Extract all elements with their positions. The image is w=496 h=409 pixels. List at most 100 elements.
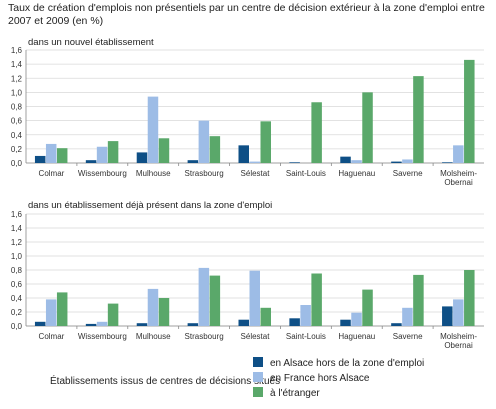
legend-swatch-france bbox=[253, 372, 263, 382]
panel-0-ytick-7: 1,4 bbox=[11, 60, 23, 69]
panel-1-ytick-3: 0,6 bbox=[11, 280, 23, 289]
panel-0-ytick-1: 0,2 bbox=[11, 145, 23, 154]
panel-1-bar-7-2 bbox=[413, 274, 424, 326]
panel-1-ytick-8: 1,6 bbox=[11, 210, 23, 219]
panel-0-category-label-5: Saint-Louis bbox=[286, 169, 326, 178]
panel-1-ytick-1: 0,2 bbox=[11, 308, 23, 317]
panel-0-ytick-4: 0,8 bbox=[11, 103, 23, 112]
panel-0-bar-2-1 bbox=[147, 96, 159, 163]
panel-1-bar-2-2 bbox=[158, 298, 170, 326]
panel-1-bar-4-1 bbox=[249, 270, 260, 326]
panel-1-bar-6-2 bbox=[362, 289, 373, 326]
legend-label-alsace: en Alsace hors de la zone d'emploi bbox=[270, 358, 425, 369]
panel-1-bar-5-1 bbox=[300, 305, 311, 326]
panel-1-ytick-4: 0,8 bbox=[11, 266, 23, 275]
panel-1-category-label-3: Strasbourg bbox=[185, 332, 224, 341]
panel-1-bar-8-1 bbox=[453, 299, 464, 326]
panel-1-ytick-7: 1,4 bbox=[11, 224, 23, 233]
panel-0-category-label-1: Wissembourg bbox=[78, 169, 127, 178]
panel-0-bar-1-1 bbox=[96, 146, 108, 163]
panel-0-bar-1-2 bbox=[107, 141, 119, 163]
legend: en Alsace hors de la zone d'emploi en Fr… bbox=[253, 357, 424, 402]
panel-1-bar-4-0 bbox=[238, 319, 249, 326]
panel-1-bar-1-2 bbox=[107, 303, 119, 326]
panel-1-bar-3-1 bbox=[198, 267, 210, 326]
panel-1-bar-0-0 bbox=[34, 321, 46, 326]
panel-1-bar-6-1 bbox=[351, 312, 362, 326]
panel-1-bar-4-2 bbox=[260, 307, 271, 326]
panel-0-bar-3-0 bbox=[187, 160, 199, 163]
panel-1-category-label-6: Haguenau bbox=[338, 332, 375, 341]
panel-1-bar-3-0 bbox=[187, 323, 199, 326]
panel-0-category-label-8-line-0: Molsheim- bbox=[440, 169, 477, 178]
panel-0-bar-7-1 bbox=[402, 159, 413, 163]
panel-0-bar-2-0 bbox=[136, 152, 148, 163]
panel-0-category-label-8-line-1: Obernai bbox=[444, 178, 473, 187]
panel-1-bar-0-1 bbox=[45, 299, 57, 326]
panel-0-bar-5-0 bbox=[289, 162, 300, 163]
panel-0-bar-2-2 bbox=[158, 138, 170, 163]
panel-0-ytick-2: 0,4 bbox=[11, 131, 23, 140]
legend-label-france: en France hors Alsace bbox=[270, 373, 370, 384]
panel-0-bar-4-2 bbox=[260, 121, 271, 163]
panel-1-ytick-6: 1,2 bbox=[11, 238, 23, 247]
legend-item-alsace: en Alsace hors de la zone d'emploi bbox=[253, 357, 424, 372]
panel-0-bar-8-0 bbox=[442, 162, 453, 163]
panel-0-bar-3-2 bbox=[209, 136, 221, 163]
panel-1-bar-7-1 bbox=[402, 307, 413, 326]
panel-1-category-label-8-line-1: Obernai bbox=[444, 341, 473, 350]
panel-1-bar-3-2 bbox=[209, 275, 221, 326]
panel-0-ytick-0: 0,0 bbox=[11, 159, 23, 168]
legend-label-etranger: à l'étranger bbox=[270, 388, 320, 399]
panel-0-bar-0-2 bbox=[56, 148, 68, 163]
panel-0-ytick-3: 0,6 bbox=[11, 117, 23, 126]
panel-1-category-label-5: Saint-Louis bbox=[286, 332, 326, 341]
panel-1-category-label-2: Mulhouse bbox=[136, 332, 171, 341]
legend-swatch-etranger bbox=[253, 387, 263, 397]
panel-0-bar-1-0 bbox=[85, 160, 97, 163]
panel-0-bar-4-1 bbox=[249, 161, 260, 163]
legend-item-etranger: à l'étranger bbox=[253, 387, 424, 402]
panel-0-ytick-8: 1,6 bbox=[11, 46, 23, 55]
panel-0-bar-6-2 bbox=[362, 92, 373, 163]
panel-1-bar-2-1 bbox=[147, 288, 159, 326]
panel-1-bar-0-2 bbox=[56, 292, 68, 326]
panel-1-bar-1-0 bbox=[85, 323, 97, 326]
legend-swatch-alsace bbox=[253, 357, 263, 367]
panel-1-category-label-8-line-0: Molsheim- bbox=[440, 332, 477, 341]
panel-0-bar-8-1 bbox=[453, 145, 464, 163]
panel-1-category-label-7: Saverne bbox=[393, 332, 423, 341]
panel-0-bar-3-1 bbox=[198, 120, 210, 163]
panel-1-category-label-1: Wissembourg bbox=[78, 332, 127, 341]
panel-0-bar-8-2 bbox=[464, 59, 475, 164]
panel-0-bar-7-2 bbox=[413, 76, 424, 163]
panel-1-category-label-4: Sélestat bbox=[241, 332, 271, 341]
panel-0-bar-5-2 bbox=[311, 102, 322, 163]
panel-1-bar-7-0 bbox=[391, 323, 402, 326]
legend-note: Établissements issus de centres de décis… bbox=[50, 376, 281, 387]
panel-1-bar-6-0 bbox=[340, 319, 351, 326]
panel-1-bar-8-2 bbox=[464, 270, 475, 326]
panel-0-bar-6-0 bbox=[340, 156, 351, 163]
panel-1-ytick-0: 0,0 bbox=[11, 322, 23, 331]
panel-0-subtitle: dans un nouvel établissement bbox=[28, 37, 154, 48]
panel-0-bar-7-0 bbox=[391, 161, 402, 163]
panel-0-bar-0-1 bbox=[45, 143, 57, 163]
panel-1-ytick-2: 0,4 bbox=[11, 294, 23, 303]
panel-0-ytick-6: 1,2 bbox=[11, 74, 23, 83]
panel-0-category-label-0: Colmar bbox=[39, 169, 65, 178]
panel-0-bar-6-1 bbox=[351, 160, 362, 163]
panel-0-bar-4-0 bbox=[238, 145, 249, 163]
panel-1-bar-8-0 bbox=[442, 306, 453, 326]
panel-0-category-label-6: Haguenau bbox=[338, 169, 375, 178]
panel-0-bar-0-0 bbox=[34, 155, 46, 163]
panel-1-subtitle: dans un établissement déjà présent dans … bbox=[28, 200, 272, 211]
panel-0-category-label-2: Mulhouse bbox=[136, 169, 171, 178]
chart-title: Taux de création d'emplois non présentie… bbox=[8, 2, 485, 27]
panel-1-category-label-0: Colmar bbox=[39, 332, 65, 341]
panel-1-bar-2-0 bbox=[136, 323, 148, 326]
panel-0-category-label-7: Saverne bbox=[393, 169, 423, 178]
panel-0-category-label-3: Strasbourg bbox=[185, 169, 224, 178]
panel-1-bar-5-2 bbox=[311, 273, 322, 326]
